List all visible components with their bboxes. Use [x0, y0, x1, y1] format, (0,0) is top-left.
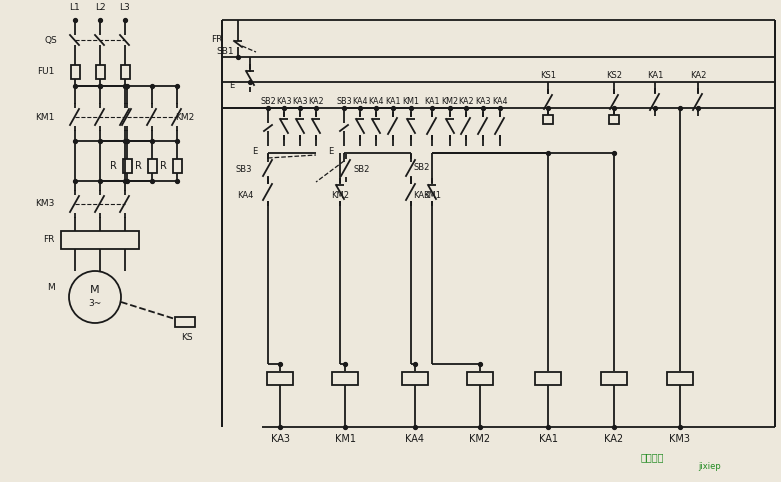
Bar: [123, 159, 131, 173]
Bar: [70, 65, 80, 79]
Bar: [543, 115, 553, 124]
Text: KM2: KM2: [441, 96, 458, 106]
Text: L1: L1: [70, 3, 80, 13]
Bar: [95, 65, 105, 79]
Text: M: M: [90, 285, 100, 295]
Bar: [332, 372, 358, 385]
Bar: [61, 231, 139, 249]
Text: FR: FR: [211, 35, 222, 43]
Bar: [467, 372, 493, 385]
Text: KA1: KA1: [424, 96, 440, 106]
Bar: [535, 372, 561, 385]
Text: KS2: KS2: [606, 70, 622, 80]
Text: M: M: [47, 282, 55, 292]
Text: 机械工业: 机械工业: [640, 452, 664, 462]
Text: KA3: KA3: [292, 96, 308, 106]
Text: 3~: 3~: [88, 299, 102, 308]
Text: L3: L3: [119, 3, 130, 13]
Text: L2: L2: [95, 3, 105, 13]
Bar: [601, 372, 627, 385]
Text: SB2: SB2: [354, 165, 370, 174]
Text: SB3: SB3: [336, 96, 351, 106]
Text: KM1: KM1: [334, 434, 355, 444]
Text: KA3: KA3: [413, 191, 430, 201]
Bar: [609, 115, 619, 124]
Text: KA4: KA4: [237, 191, 254, 201]
Text: KA4: KA4: [369, 96, 383, 106]
Text: KA2: KA2: [308, 96, 324, 106]
Text: KA1: KA1: [539, 434, 558, 444]
Text: KM1: KM1: [402, 96, 419, 106]
Bar: [267, 372, 293, 385]
Text: SB2: SB2: [413, 163, 430, 173]
Bar: [402, 372, 428, 385]
Text: E: E: [252, 147, 258, 156]
Text: KA1: KA1: [385, 96, 401, 106]
Text: KA1: KA1: [647, 70, 663, 80]
Bar: [120, 65, 130, 79]
Text: KA4: KA4: [492, 96, 508, 106]
Bar: [173, 159, 181, 173]
Text: R: R: [159, 161, 166, 171]
Text: KA2: KA2: [604, 434, 623, 444]
Text: jixiep: jixiep: [699, 462, 722, 471]
Text: SB3: SB3: [236, 165, 252, 174]
Text: KM3: KM3: [669, 434, 690, 444]
Text: R: R: [109, 161, 116, 171]
Text: E: E: [229, 80, 234, 90]
Text: FR: FR: [44, 236, 55, 244]
Text: KA4: KA4: [405, 434, 425, 444]
Text: KA2: KA2: [458, 96, 474, 106]
Text: SB2: SB2: [260, 96, 276, 106]
Bar: [667, 372, 693, 385]
Text: KA3: KA3: [476, 96, 490, 106]
Text: KA3: KA3: [270, 434, 290, 444]
Text: KM1: KM1: [36, 112, 55, 121]
Bar: [175, 317, 195, 327]
Text: E: E: [328, 147, 333, 156]
Text: FU1: FU1: [37, 67, 55, 77]
Text: KM2: KM2: [175, 112, 194, 121]
Text: KM3: KM3: [36, 200, 55, 209]
Text: SB1: SB1: [216, 48, 234, 56]
Text: KS1: KS1: [540, 70, 556, 80]
Text: KM2: KM2: [469, 434, 490, 444]
Text: KA4: KA4: [352, 96, 368, 106]
Text: R: R: [134, 161, 141, 171]
Text: KS: KS: [181, 334, 193, 343]
Text: KM2: KM2: [331, 191, 349, 201]
Text: KM1: KM1: [423, 191, 441, 201]
Text: KA2: KA2: [690, 70, 706, 80]
Bar: [148, 159, 156, 173]
Text: KA3: KA3: [276, 96, 292, 106]
Text: QS: QS: [45, 36, 57, 44]
